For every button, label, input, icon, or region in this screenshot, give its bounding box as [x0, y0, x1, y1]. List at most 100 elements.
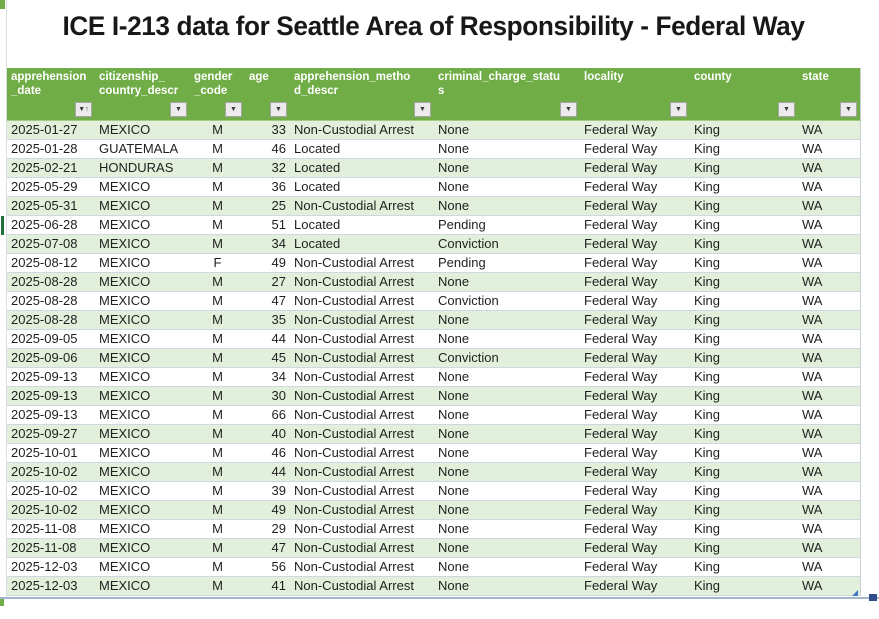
cell-citizenship_country_descr[interactable]: HONDURAS — [95, 158, 190, 178]
cell-apprehension_date[interactable]: 2025-12-03 — [7, 557, 95, 577]
cell-county[interactable]: King — [690, 386, 798, 406]
cell-locality[interactable]: Federal Way — [580, 177, 690, 197]
column-header-state[interactable]: state ▼ — [798, 68, 861, 121]
cell-citizenship_country_descr[interactable]: MEXICO — [95, 120, 190, 140]
cell-locality[interactable]: Federal Way — [580, 158, 690, 178]
cell-apprehension_date[interactable]: 2025-08-28 — [7, 310, 95, 330]
cell-locality[interactable]: Federal Way — [580, 291, 690, 311]
cell-locality[interactable]: Federal Way — [580, 462, 690, 482]
cell-apprehension_date[interactable]: 2025-12-03 — [7, 576, 95, 596]
cell-apprehension_date[interactable]: 2025-09-06 — [7, 348, 95, 368]
cell-age[interactable]: 44 — [245, 329, 290, 349]
cell-county[interactable]: King — [690, 329, 798, 349]
cell-locality[interactable]: Federal Way — [580, 538, 690, 558]
cell-state[interactable]: WA — [798, 462, 861, 482]
cell-state[interactable]: WA — [798, 158, 861, 178]
cell-locality[interactable]: Federal Way — [580, 234, 690, 254]
cell-county[interactable]: King — [690, 576, 798, 596]
cell-age[interactable]: 35 — [245, 310, 290, 330]
cell-criminal_charge_status[interactable]: None — [434, 538, 580, 558]
cell-citizenship_country_descr[interactable]: MEXICO — [95, 405, 190, 425]
cell-citizenship_country_descr[interactable]: GUATEMALA — [95, 139, 190, 159]
cell-criminal_charge_status[interactable]: None — [434, 158, 580, 178]
cell-criminal_charge_status[interactable]: None — [434, 367, 580, 387]
cell-citizenship_country_descr[interactable]: MEXICO — [95, 557, 190, 577]
cell-criminal_charge_status[interactable]: None — [434, 557, 580, 577]
cell-age[interactable]: 49 — [245, 500, 290, 520]
cell-locality[interactable]: Federal Way — [580, 481, 690, 501]
cell-criminal_charge_status[interactable]: None — [434, 462, 580, 482]
cell-citizenship_country_descr[interactable]: MEXICO — [95, 424, 190, 444]
cell-locality[interactable]: Federal Way — [580, 557, 690, 577]
cell-apprehension_method_descr[interactable]: Non-Custodial Arrest — [290, 576, 434, 596]
cell-state[interactable]: WA — [798, 519, 861, 539]
cell-locality[interactable]: Federal Way — [580, 443, 690, 463]
cell-criminal_charge_status[interactable]: None — [434, 424, 580, 444]
cell-gender_code[interactable]: M — [190, 234, 245, 254]
cell-gender_code[interactable]: M — [190, 177, 245, 197]
cell-apprehension_method_descr[interactable]: Located — [290, 177, 434, 197]
cell-citizenship_country_descr[interactable]: MEXICO — [95, 576, 190, 596]
cell-locality[interactable]: Federal Way — [580, 386, 690, 406]
cell-gender_code[interactable]: M — [190, 424, 245, 444]
cell-criminal_charge_status[interactable]: None — [434, 500, 580, 520]
cell-state[interactable]: WA — [798, 500, 861, 520]
cell-locality[interactable]: Federal Way — [580, 329, 690, 349]
cell-age[interactable]: 34 — [245, 234, 290, 254]
cell-state[interactable]: WA — [798, 481, 861, 501]
cell-citizenship_country_descr[interactable]: MEXICO — [95, 253, 190, 273]
cell-county[interactable]: King — [690, 291, 798, 311]
cell-gender_code[interactable]: M — [190, 272, 245, 292]
cell-gender_code[interactable]: M — [190, 386, 245, 406]
cell-locality[interactable]: Federal Way — [580, 253, 690, 273]
cell-gender_code[interactable]: M — [190, 139, 245, 159]
cell-state[interactable]: WA — [798, 424, 861, 444]
cell-criminal_charge_status[interactable]: None — [434, 139, 580, 159]
cell-state[interactable]: WA — [798, 443, 861, 463]
cell-locality[interactable]: Federal Way — [580, 139, 690, 159]
cell-locality[interactable]: Federal Way — [580, 424, 690, 444]
cell-state[interactable]: WA — [798, 272, 861, 292]
cell-age[interactable]: 49 — [245, 253, 290, 273]
cell-apprehension_method_descr[interactable]: Non-Custodial Arrest — [290, 443, 434, 463]
cell-state[interactable]: WA — [798, 367, 861, 387]
cell-apprehension_method_descr[interactable]: Non-Custodial Arrest — [290, 253, 434, 273]
cell-locality[interactable]: Federal Way — [580, 367, 690, 387]
cell-state[interactable]: WA — [798, 196, 861, 216]
column-header-age[interactable]: age ▼ — [245, 68, 290, 121]
column-header-citizenship_country_descr[interactable]: citizenship_ country_descr ▼ — [95, 68, 190, 121]
cell-locality[interactable]: Federal Way — [580, 519, 690, 539]
cell-apprehension_date[interactable]: 2025-09-13 — [7, 405, 95, 425]
cell-county[interactable]: King — [690, 557, 798, 577]
cell-age[interactable]: 25 — [245, 196, 290, 216]
cell-county[interactable]: King — [690, 481, 798, 501]
cell-criminal_charge_status[interactable]: Conviction — [434, 348, 580, 368]
cell-citizenship_country_descr[interactable]: MEXICO — [95, 234, 190, 254]
cell-citizenship_country_descr[interactable]: MEXICO — [95, 538, 190, 558]
cell-state[interactable]: WA — [798, 538, 861, 558]
cell-citizenship_country_descr[interactable]: MEXICO — [95, 443, 190, 463]
cell-locality[interactable]: Federal Way — [580, 196, 690, 216]
cell-gender_code[interactable]: M — [190, 291, 245, 311]
cell-apprehension_method_descr[interactable]: Non-Custodial Arrest — [290, 405, 434, 425]
cell-apprehension_method_descr[interactable]: Non-Custodial Arrest — [290, 196, 434, 216]
cell-apprehension_method_descr[interactable]: Non-Custodial Arrest — [290, 386, 434, 406]
cell-age[interactable]: 30 — [245, 386, 290, 406]
cell-county[interactable]: King — [690, 348, 798, 368]
cell-age[interactable]: 66 — [245, 405, 290, 425]
cell-apprehension_method_descr[interactable]: Non-Custodial Arrest — [290, 367, 434, 387]
cell-criminal_charge_status[interactable]: Conviction — [434, 234, 580, 254]
table-resize-handle[interactable] — [852, 590, 858, 596]
cell-state[interactable]: WA — [798, 215, 861, 235]
column-header-apprehension_method_descr[interactable]: apprehension_metho d_descr ▼ — [290, 68, 434, 121]
cell-county[interactable]: King — [690, 519, 798, 539]
cell-state[interactable]: WA — [798, 329, 861, 349]
cell-apprehension_date[interactable]: 2025-05-31 — [7, 196, 95, 216]
cell-apprehension_method_descr[interactable]: Located — [290, 158, 434, 178]
cell-gender_code[interactable]: M — [190, 500, 245, 520]
cell-state[interactable]: WA — [798, 291, 861, 311]
cell-county[interactable]: King — [690, 177, 798, 197]
cell-locality[interactable]: Federal Way — [580, 576, 690, 596]
cell-criminal_charge_status[interactable]: Pending — [434, 253, 580, 273]
cell-apprehension_date[interactable]: 2025-11-08 — [7, 538, 95, 558]
